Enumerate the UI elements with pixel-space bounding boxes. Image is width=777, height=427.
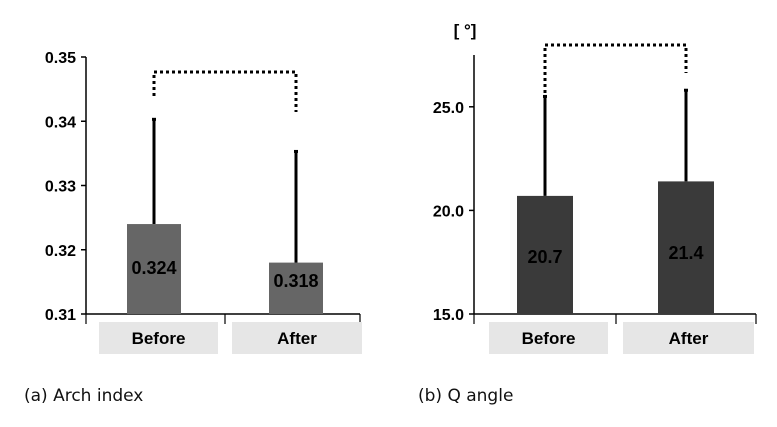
arch-index-chart: 0.31 0.32 0.33 0.34 0.35 0.324 Before 0.318 Afte… — [0, 0, 390, 380]
y-tick-label: 0.34 — [45, 114, 76, 131]
data-label: 20.7 — [527, 247, 562, 267]
y-tick-label: 0.33 — [45, 179, 76, 196]
category-label: After — [669, 329, 709, 348]
significance-bracket — [152, 70, 298, 112]
significance-bracket — [543, 43, 688, 93]
y-tick-label: 20.0 — [433, 203, 464, 220]
q-angle-chart: 15.0 20.0 25.0 20.7 Before 21.4 After [ °] — [390, 0, 777, 380]
bar — [269, 262, 323, 314]
y-tick-label: 25.0 — [433, 100, 464, 117]
bar — [658, 181, 714, 314]
data-label: 21.4 — [668, 243, 703, 263]
arch-index-chart-svg: 0.31 0.32 0.33 0.34 0.35 0.324 Before 0.318 Afte… — [45, 50, 362, 354]
y-unit-label: [ °] — [454, 21, 477, 40]
y-tick-label: 0.31 — [45, 307, 76, 324]
q-angle-caption: (b) Q angle — [418, 386, 514, 406]
category-label: Before — [132, 329, 186, 348]
data-label: 0.318 — [273, 271, 318, 291]
category-label: Before — [522, 329, 576, 348]
q-angle-chart-svg: 15.0 20.0 25.0 20.7 Before 21.4 After [ °] — [433, 21, 757, 354]
arch-index-caption: (a) Arch index — [24, 386, 144, 406]
category-box — [489, 322, 608, 354]
category-box — [623, 322, 754, 354]
bar — [517, 195, 573, 314]
data-label: 0.324 — [131, 258, 176, 278]
y-tick-label: 15.0 — [433, 307, 464, 324]
category-box — [232, 322, 362, 354]
bar — [127, 224, 181, 314]
category-label: After — [277, 329, 317, 348]
y-tick-label: 0.32 — [45, 243, 76, 260]
y-tick-label: 0.35 — [45, 50, 76, 67]
category-box — [99, 322, 218, 354]
